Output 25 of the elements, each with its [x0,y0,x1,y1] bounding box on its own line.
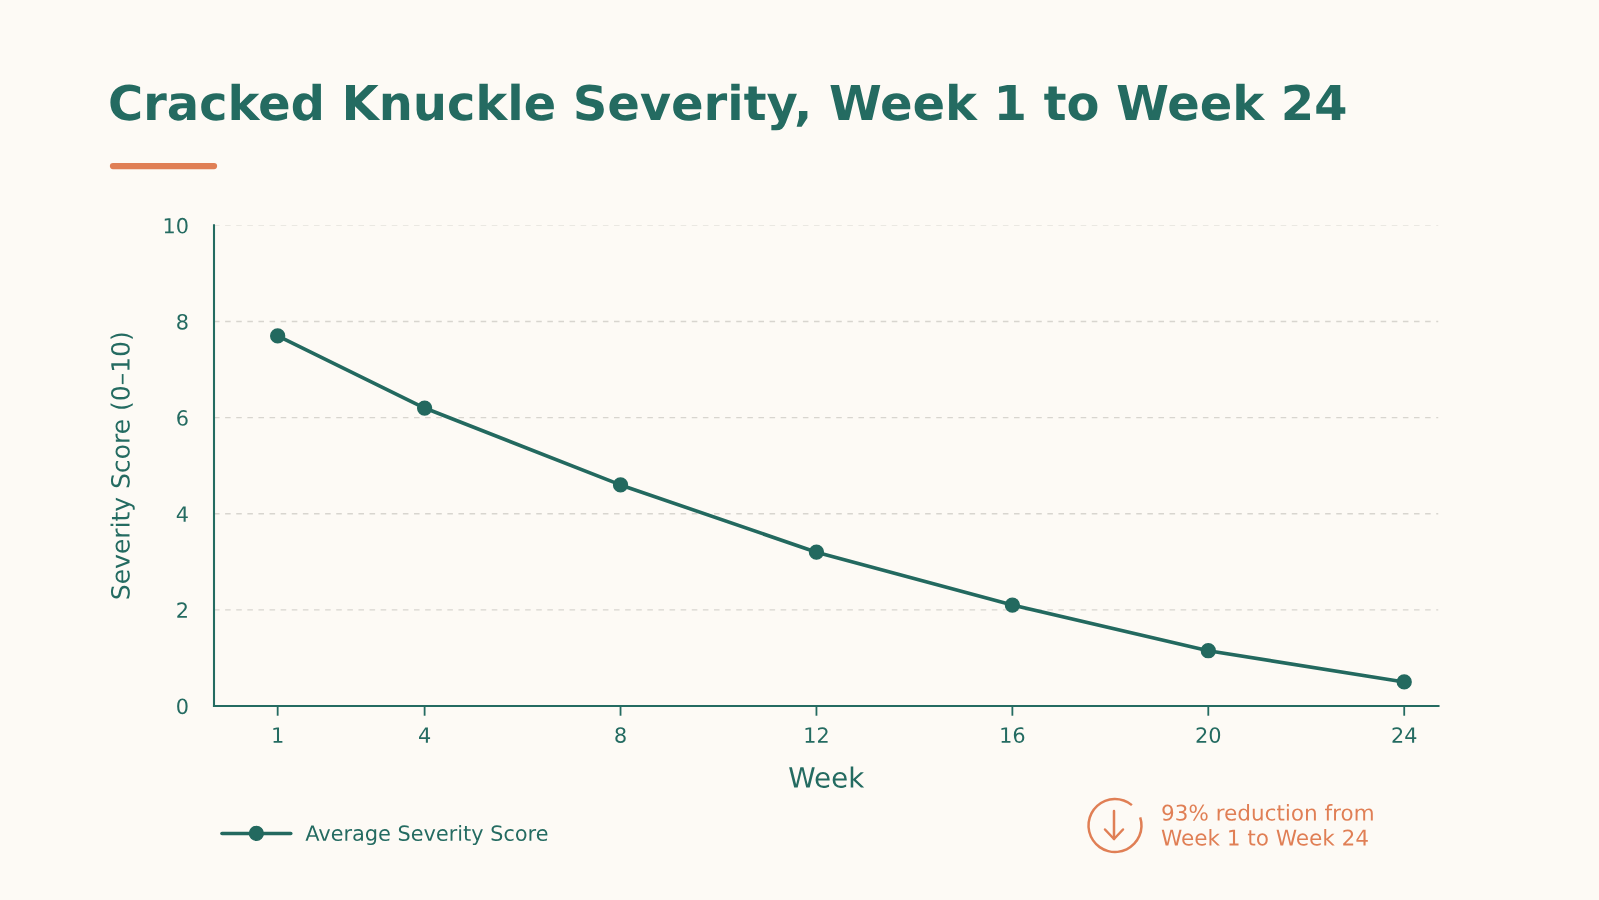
x-tick-label: 16 [1001,727,1025,743]
y-tick-label: 4 [176,506,188,522]
point [612,477,629,493]
y-tick-label: 8 [177,313,188,330]
y-tick-label: 0 [177,698,188,715]
x-tick-label: 20 [1196,727,1221,743]
chart-title: Cracked Knuckle Severity, Week 1 to Week 24 [110,83,1346,131]
x-tick-label: 1 [273,727,283,743]
x-tick-label: 8 [615,727,626,743]
y-tick-label: 6 [177,410,188,426]
point [1200,643,1216,659]
legend-label: Average Severity Score [305,824,548,846]
text: 93% reduction from Week 1 to Week 24 [1161,804,1373,846]
point [1396,674,1412,690]
x-axis-title: Week [789,766,865,788]
point [270,328,286,344]
y-axis-title: Severity Score (0–10) [110,333,135,599]
y-tick-label: 2 [177,602,187,618]
x-tick-label: 12 [805,727,828,743]
point [1004,597,1021,613]
point [416,400,433,416]
x-tick-label: 24 [1392,727,1417,743]
x-tick-label: 4 [419,727,431,743]
y-tick-label: 10 [164,217,188,234]
point [808,544,825,560]
